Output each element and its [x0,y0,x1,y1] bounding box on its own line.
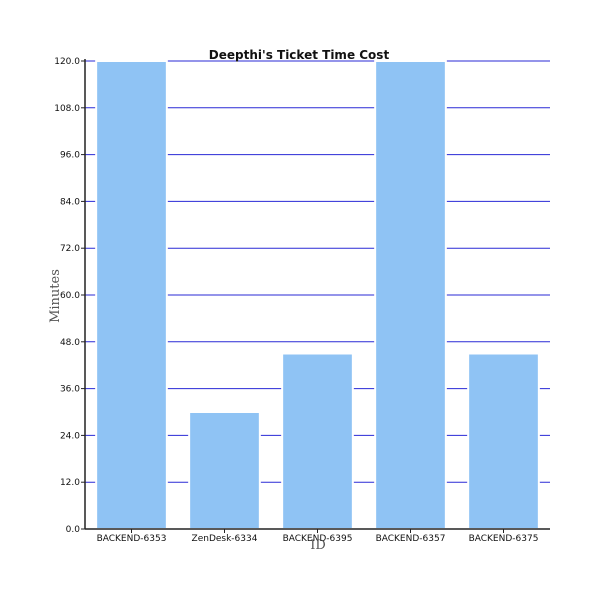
y-tick-label: 84.0 [60,197,80,207]
y-tick-label: 108.0 [54,104,80,114]
y-tick-label: 120.0 [54,57,80,67]
y-tick-label: 60.0 [60,291,80,301]
axis-layer: 0.0 12.0 24.0 36.0 48.0 60.0 72.0 84.0 96.0 108.0… [54,57,550,544]
y-tick-label: 72.0 [60,244,80,254]
y-tick-label: 12.0 [60,478,80,488]
bar [188,411,261,530]
y-tick-label: 48.0 [60,338,80,348]
y-tick-label: 0.0 [66,525,81,535]
x-tick-label: BACKEND-6395 [283,534,353,544]
y-tick-label: 96.0 [60,151,80,161]
x-tick-label: BACKEND-6357 [376,534,446,544]
y-axis-title: Minutes [48,269,63,323]
x-tick-label: BACKEND-6353 [97,534,167,544]
bar [467,352,540,530]
y-tick-label: 24.0 [60,431,80,441]
x-tick-label: BACKEND-6375 [469,534,539,544]
bar [95,60,168,530]
x-tick-label: ZenDesk-6334 [192,534,258,544]
bar [374,60,447,530]
x-axis-title: ID [310,538,326,553]
bar [281,352,354,530]
chart-title: Deepthi's Ticket Time Cost [209,48,390,62]
y-tick-label: 36.0 [60,385,80,395]
